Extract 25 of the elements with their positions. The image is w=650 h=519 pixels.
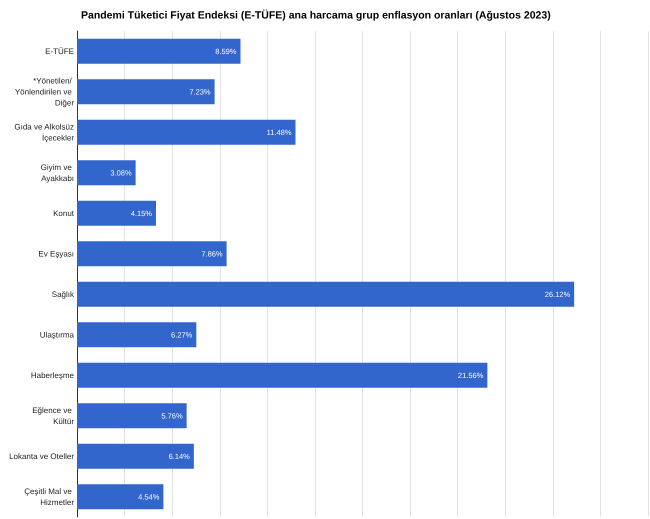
y-tick-label: Lokanta ve Oteller (9, 452, 74, 461)
bar (77, 282, 574, 307)
y-tick-label: Giyim ve Ayakkabı (40, 162, 74, 183)
bar (77, 484, 164, 510)
chart-title: Pandemi Tüketici Fiyat Endeksi (E-TÜFE) ana harcama grup enflasyon oranları (Ağustos 2023) (81, 10, 551, 22)
y-tick-label: Çeşitli Mal ve Hizmetler (24, 486, 74, 507)
y-tick-label: Eğlence ve Kültür (32, 406, 74, 426)
y-tick-label: Haberleşme (30, 370, 75, 380)
bar (77, 444, 194, 469)
bar (77, 200, 156, 226)
bar (77, 322, 196, 348)
y-tick-label: *Yönetilen/ Yönlendirilen ve Diğer (14, 76, 74, 108)
y-tick-label: Sağlık (52, 290, 75, 299)
y-tick-label: Ulaştırma (40, 330, 75, 340)
bar (77, 79, 215, 104)
y-tick-label: Konut (53, 208, 75, 218)
bar (77, 362, 488, 388)
bar (77, 120, 296, 145)
y-tick-label: Ev Eşyası (38, 249, 74, 258)
y-tick-label: E-TÜFE (45, 46, 74, 56)
bar (77, 160, 136, 186)
bar (77, 241, 227, 266)
y-tick-label: Gıda ve Alkolsüz İçecekler (14, 122, 74, 142)
bar (77, 38, 240, 64)
bar (77, 403, 187, 428)
